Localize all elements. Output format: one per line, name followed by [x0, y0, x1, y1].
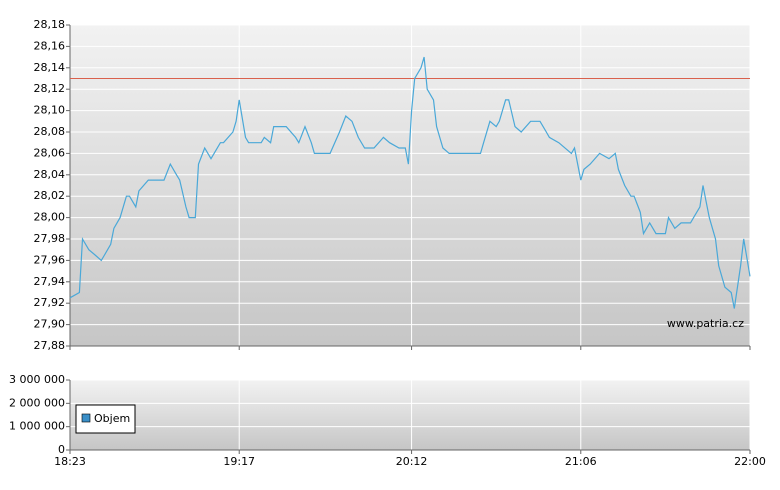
x-tick-label: 21:06 — [565, 455, 597, 468]
y-tick-label: 27,94 — [34, 275, 66, 288]
y-tick-label: 0 — [58, 443, 65, 456]
y-tick-label: 28,00 — [34, 211, 66, 224]
price-line — [69, 56, 751, 309]
x-tick-label: 20:12 — [396, 455, 428, 468]
legend-label: Objem — [94, 412, 130, 425]
y-tick-label: 2 000 000 — [9, 396, 65, 409]
y-tick-label: 1 000 000 — [9, 420, 65, 433]
y-tick-label: 3 000 000 — [9, 373, 65, 386]
y-tick-label: 28,10 — [34, 104, 66, 117]
x-tick-label: 22:00 — [734, 455, 766, 468]
y-tick-label: 27,90 — [34, 318, 66, 331]
x-tick-label: 19:17 — [223, 455, 255, 468]
watermark: www.patria.cz — [667, 317, 744, 330]
y-tick-label: 28,18 — [34, 18, 66, 31]
y-tick-label: 28,16 — [34, 39, 66, 52]
y-tick-label: 27,96 — [34, 253, 66, 266]
y-tick-label: 27,92 — [34, 296, 66, 309]
y-tick-label: 28,02 — [34, 189, 66, 202]
y-tick-label: 27,98 — [34, 232, 66, 245]
y-tick-label: 28,14 — [34, 61, 66, 74]
y-tick-label: 27,88 — [34, 339, 66, 352]
y-tick-label: 28,08 — [34, 125, 66, 138]
y-tick-label: 28,06 — [34, 146, 66, 159]
legend-swatch — [81, 413, 91, 423]
y-tick-label: 28,12 — [34, 82, 66, 95]
plot-area — [70, 25, 750, 346]
x-tick-label: 18:23 — [54, 455, 86, 468]
volume-plot-area — [70, 380, 750, 450]
y-tick-label: 28,04 — [34, 168, 66, 181]
